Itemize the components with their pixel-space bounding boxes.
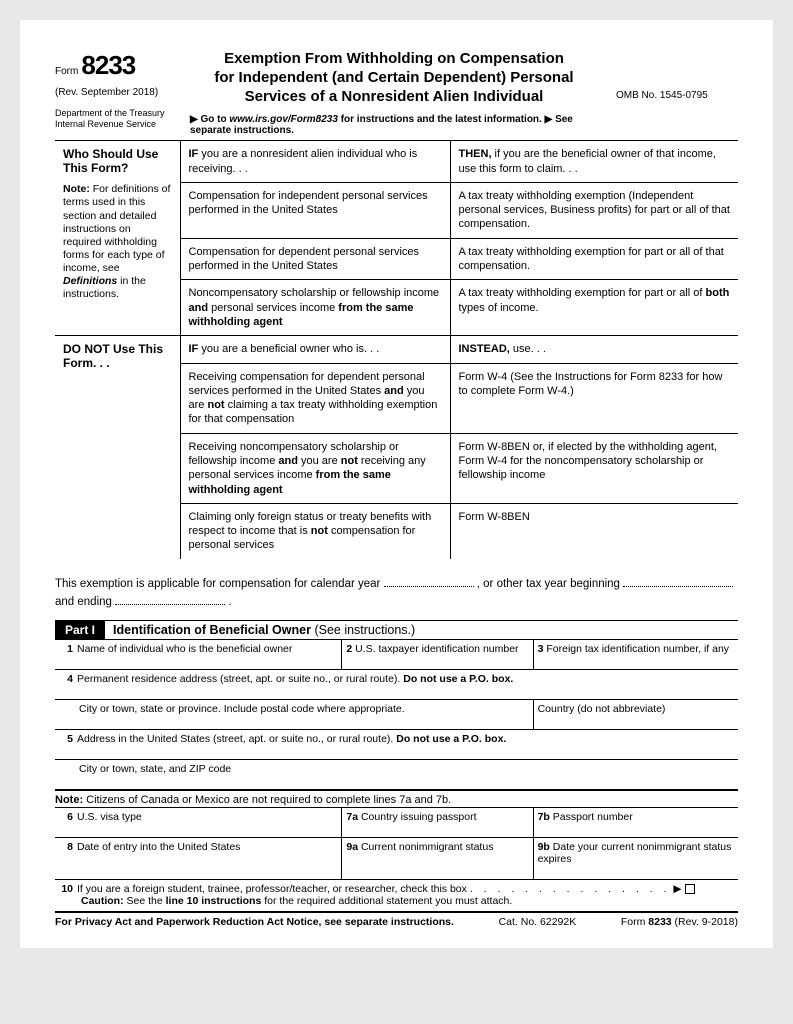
field-9a[interactable]: 9a Current nonimmigrant status — [342, 837, 533, 879]
grid-r3c2: A tax treaty withholding exemption for p… — [450, 238, 738, 280]
grid-r8c1: Claiming only foreign status or treaty b… — [180, 503, 450, 558]
grid-r2c2: A tax treaty withholding exemption (Inde… — [450, 182, 738, 238]
header-center: Exemption From Withholding on Compensati… — [180, 50, 608, 140]
form-page: Form 8233 (Rev. September 2018) Departme… — [20, 20, 773, 948]
dept-line2: Internal Revenue Service — [55, 119, 172, 130]
grid-r4c2: A tax treaty withholding exemption for p… — [450, 280, 738, 336]
field-6[interactable]: 6U.S. visa type — [55, 807, 342, 837]
grid-r3c1: Compensation for dependent personal serv… — [180, 238, 450, 280]
part1-bar: Part I Identification of Beneficial Owne… — [55, 620, 738, 640]
who-should-use: Who Should Use This Form? Note: For defi… — [55, 141, 180, 335]
field-3[interactable]: 3 Foreign tax identification number, if … — [533, 640, 738, 670]
grid-r6c1: Receiving compensation for dependent per… — [180, 363, 450, 433]
grid-r2c1: Compensation for independent personal se… — [180, 182, 450, 238]
part1-fields: 1Name of individual who is the beneficia… — [55, 640, 738, 791]
grid-r6c2: Form W-4 (See the Instructions for Form … — [450, 363, 738, 433]
footer-left: For Privacy Act and Paperwork Reduction … — [55, 916, 454, 928]
footer-form: Form 8233 (Rev. 9-2018) — [621, 916, 738, 928]
field-10: 10If you are a foreign student, trainee,… — [55, 879, 738, 911]
field-7b[interactable]: 7b Passport number — [533, 807, 738, 837]
grid-r7c1: Receiving noncompensatory scholarship or… — [180, 433, 450, 503]
field-8[interactable]: 8Date of entry into the United States — [55, 837, 342, 879]
part1-title: Identification of Beneficial Owner (See … — [105, 623, 415, 637]
omb-number: OMB No. 1545-0795 — [608, 50, 738, 140]
footer-cat: Cat. No. 62292K — [499, 916, 577, 928]
grid-r7c2: Form W-8BEN or, if elected by the withho… — [450, 433, 738, 503]
part1-fields2: 6U.S. visa type 7a Country issuing passp… — [55, 807, 738, 912]
field-5[interactable]: 5Address in the United States (street, a… — [55, 729, 738, 759]
field-9b[interactable]: 9b Date your current nonimmigrant status… — [533, 837, 738, 879]
field-2[interactable]: 2 U.S. taxpayer identification number — [342, 640, 533, 670]
note-canada-mexico: Note: Citizens of Canada or Mexico are n… — [55, 791, 738, 807]
blank-calendar-year[interactable] — [384, 575, 474, 587]
goto-line: ▶ Go to www.irs.gov/Form8233 for instruc… — [186, 114, 602, 136]
header-left: Form 8233 (Rev. September 2018) Departme… — [55, 50, 180, 140]
checkbox-10[interactable] — [685, 884, 695, 894]
field-4-city[interactable]: City or town, state or province. Include… — [55, 699, 533, 729]
grid-r5c1: IF you are a beneficial owner who is. . … — [180, 336, 450, 363]
page-footer: For Privacy Act and Paperwork Reduction … — [55, 912, 738, 928]
guidance-table: Who Should Use This Form? Note: For defi… — [55, 141, 738, 559]
grid-r1c1: IF you are a nonresident alien individua… — [180, 141, 450, 182]
form-title: Exemption From Withholding on Compensati… — [186, 50, 602, 106]
part1-label: Part I — [55, 621, 105, 639]
blank-year-begin[interactable] — [623, 575, 733, 587]
field-4[interactable]: 4Permanent residence address (street, ap… — [55, 669, 738, 699]
field-1[interactable]: 1Name of individual who is the beneficia… — [55, 640, 342, 670]
do-not-use: DO NOT Use This Form. . . — [55, 336, 180, 559]
grid-r8c2: Form W-8BEN — [450, 503, 738, 558]
grid-r5c2: INSTEAD, use. . . — [450, 336, 738, 363]
form-word: Form — [55, 66, 78, 77]
form-number: 8233 — [81, 50, 135, 80]
form-header: Form 8233 (Rev. September 2018) Departme… — [55, 50, 738, 141]
dept-line1: Department of the Treasury — [55, 108, 172, 119]
grid-r4c1: Noncompensatory scholarship or fellowshi… — [180, 280, 450, 336]
field-5-city[interactable]: City or town, state, and ZIP code — [55, 759, 738, 790]
field-4-country[interactable]: Country (do not abbreviate) — [533, 699, 738, 729]
blank-year-end[interactable] — [115, 593, 225, 605]
exemption-statement: This exemption is applicable for compens… — [55, 575, 738, 612]
revision: (Rev. September 2018) — [55, 87, 172, 98]
field-7a[interactable]: 7a Country issuing passport — [342, 807, 533, 837]
grid-r1c2: THEN, if you are the beneficial owner of… — [450, 141, 738, 182]
